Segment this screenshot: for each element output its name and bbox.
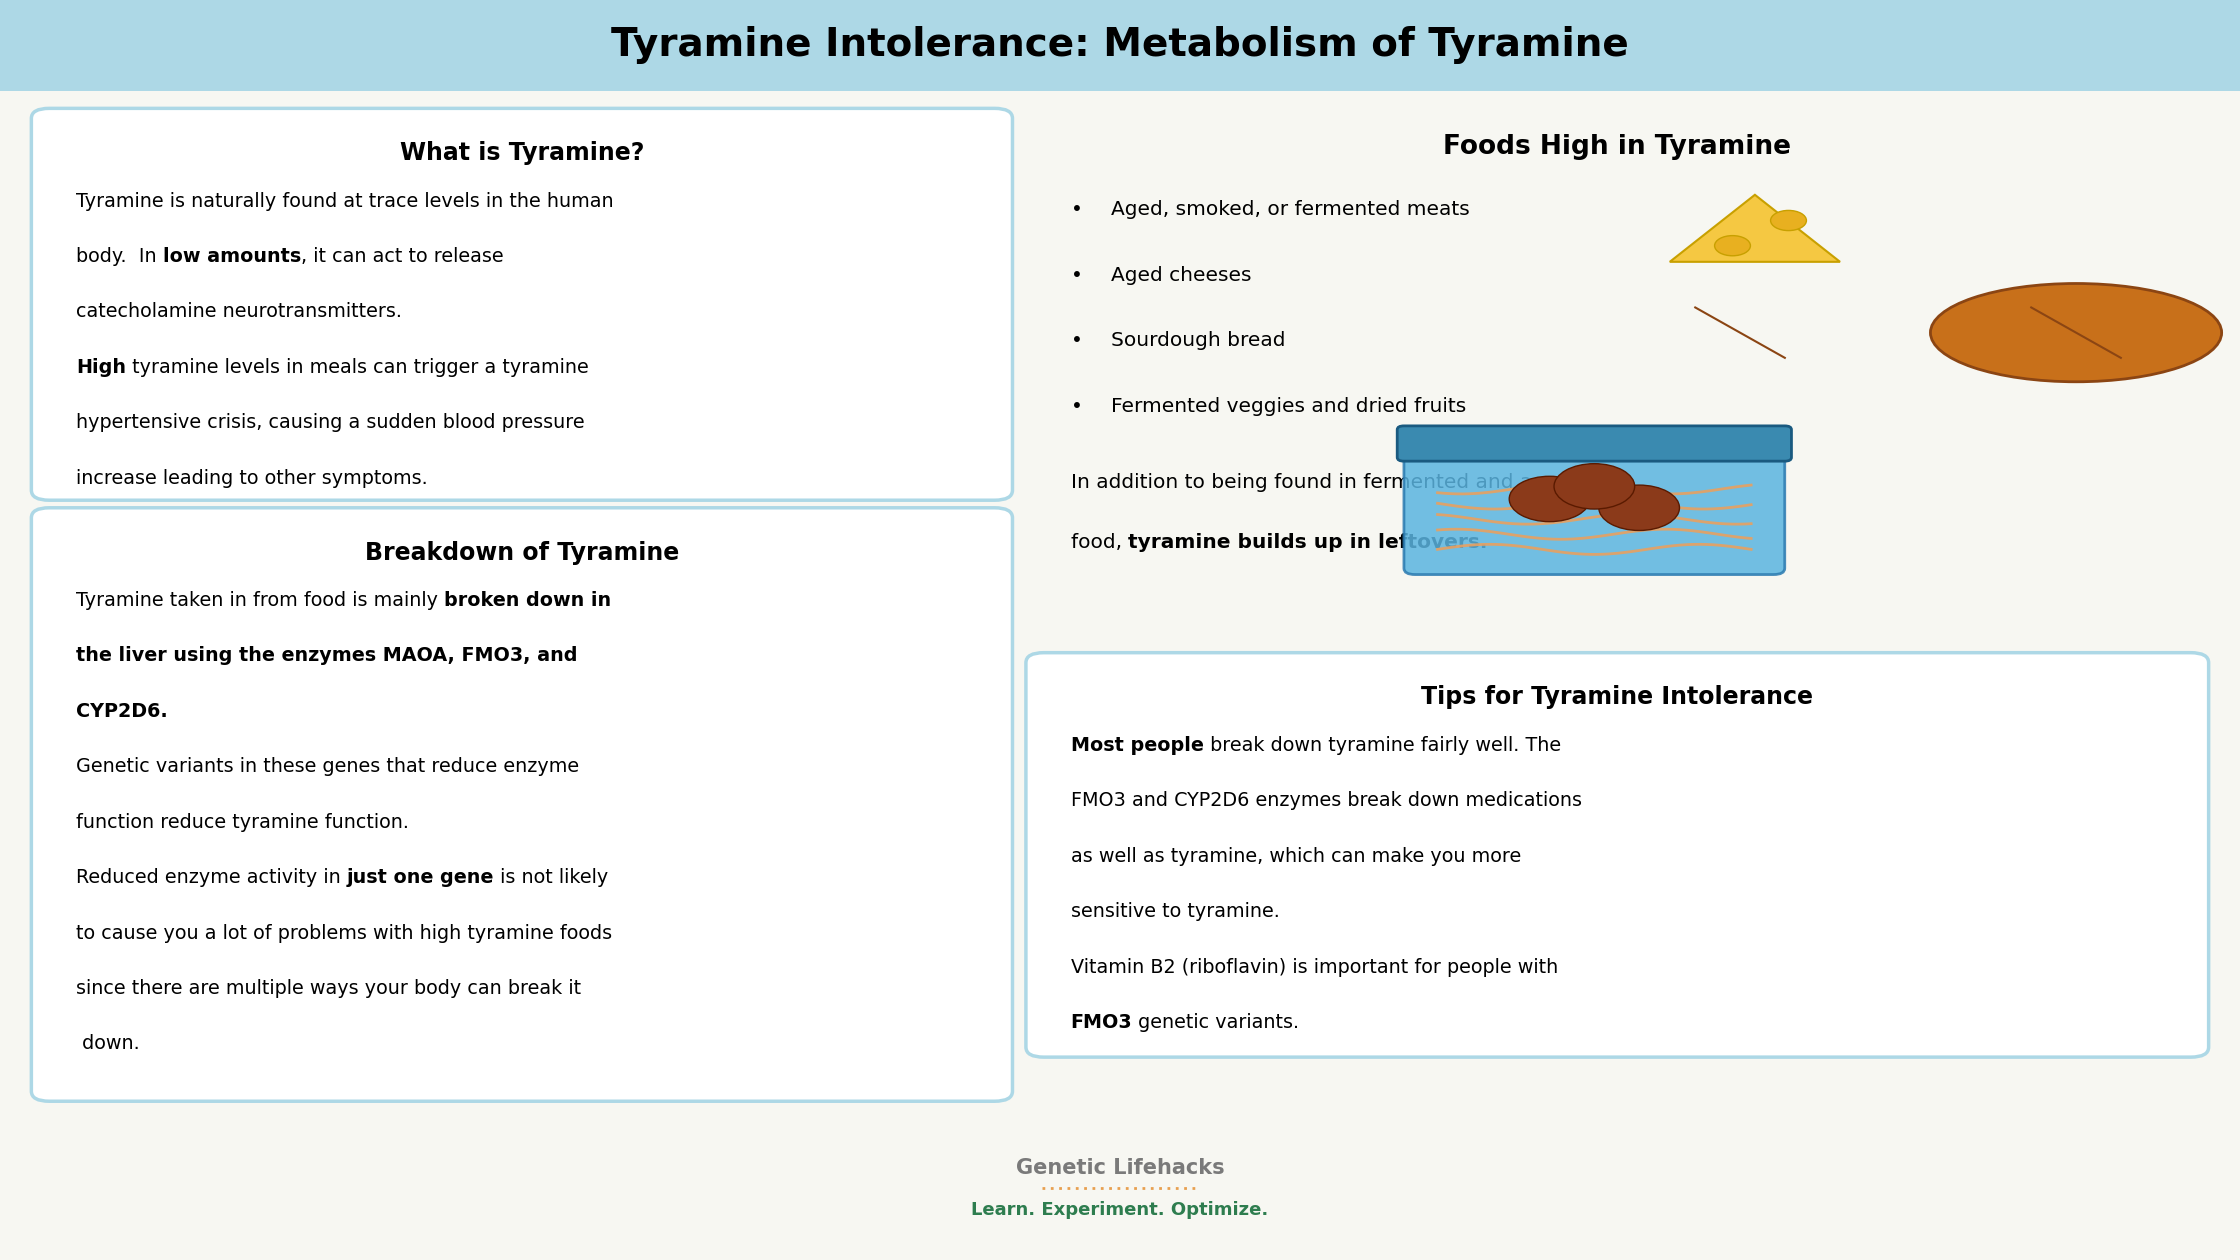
Text: Aged cheeses: Aged cheeses [1111,266,1252,285]
Text: In addition to being found in fermented and aged: In addition to being found in fermented … [1071,472,1570,491]
Text: What is Tyramine?: What is Tyramine? [399,141,645,165]
Text: •: • [1071,266,1082,285]
Text: , it can act to release: , it can act to release [300,247,504,266]
Text: Breakdown of Tyramine: Breakdown of Tyramine [365,541,679,564]
Text: Tyramine taken in from food is mainly: Tyramine taken in from food is mainly [76,591,444,610]
Text: since there are multiple ways your body can break it: since there are multiple ways your body … [76,979,582,998]
Ellipse shape [1931,284,2222,382]
FancyBboxPatch shape [1026,653,2209,1057]
Text: •: • [1071,200,1082,219]
Text: increase leading to other symptoms.: increase leading to other symptoms. [76,469,428,488]
Circle shape [1599,485,1680,530]
Text: function reduce tyramine function.: function reduce tyramine function. [76,813,410,832]
Text: as well as tyramine, which can make you more: as well as tyramine, which can make you … [1071,847,1521,866]
FancyBboxPatch shape [31,508,1012,1101]
Text: Foods High in Tyramine: Foods High in Tyramine [1443,134,1792,160]
Text: Aged, smoked, or fermented meats: Aged, smoked, or fermented meats [1111,200,1469,219]
Text: Sourdough bread: Sourdough bread [1111,331,1286,350]
Text: low amounts: low amounts [164,247,300,266]
Text: broken down in: broken down in [444,591,612,610]
FancyBboxPatch shape [1404,436,1785,575]
Text: FMO3: FMO3 [1071,1013,1133,1032]
Text: tyramine levels in meals can trigger a tyramine: tyramine levels in meals can trigger a t… [125,358,589,377]
Text: FMO3 and CYP2D6 enzymes break down medications: FMO3 and CYP2D6 enzymes break down medic… [1071,791,1581,810]
Text: body.  In: body. In [76,247,164,266]
Text: break down tyramine fairly well. The: break down tyramine fairly well. The [1203,736,1561,755]
Text: Tyramine Intolerance: Metabolism of Tyramine: Tyramine Intolerance: Metabolism of Tyra… [612,26,1628,64]
Text: Reduced enzyme activity in: Reduced enzyme activity in [76,868,347,887]
Text: to cause you a lot of problems with high tyramine foods: to cause you a lot of problems with high… [76,924,612,942]
Text: sensitive to tyramine.: sensitive to tyramine. [1071,902,1279,921]
Text: tyramine builds up in leftovers.: tyramine builds up in leftovers. [1129,533,1487,552]
Text: is not likely: is not likely [495,868,609,887]
Text: Genetic Lifehacks: Genetic Lifehacks [1015,1158,1225,1178]
FancyBboxPatch shape [0,0,2240,91]
Text: Genetic variants in these genes that reduce enzyme: Genetic variants in these genes that red… [76,757,580,776]
Text: CYP2D6.: CYP2D6. [76,702,168,721]
Polygon shape [1669,195,1839,262]
Text: food,: food, [1071,533,1129,552]
Text: catecholamine neurotransmitters.: catecholamine neurotransmitters. [76,302,403,321]
Circle shape [1555,464,1635,509]
Text: Tyramine is naturally found at trace levels in the human: Tyramine is naturally found at trace lev… [76,192,614,210]
Circle shape [1770,210,1805,231]
Text: Tips for Tyramine Intolerance: Tips for Tyramine Intolerance [1420,685,1814,709]
Text: down.: down. [76,1034,139,1053]
Text: just one gene: just one gene [347,868,495,887]
Circle shape [1510,476,1590,522]
Text: the liver using the enzymes MAOA, FMO3, and: the liver using the enzymes MAOA, FMO3, … [76,646,578,665]
Circle shape [1714,236,1749,256]
Text: •: • [1071,331,1082,350]
FancyBboxPatch shape [1398,426,1792,461]
Text: Learn. Experiment. Optimize.: Learn. Experiment. Optimize. [972,1201,1268,1218]
Text: hypertensive crisis, causing a sudden blood pressure: hypertensive crisis, causing a sudden bl… [76,413,585,432]
Text: High: High [76,358,125,377]
Text: Most people: Most people [1071,736,1203,755]
Text: Vitamin B2 (riboflavin) is important for people with: Vitamin B2 (riboflavin) is important for… [1071,958,1559,976]
FancyBboxPatch shape [31,108,1012,500]
Text: genetic variants.: genetic variants. [1133,1013,1299,1032]
Text: •: • [1071,397,1082,416]
Text: Fermented veggies and dried fruits: Fermented veggies and dried fruits [1111,397,1467,416]
